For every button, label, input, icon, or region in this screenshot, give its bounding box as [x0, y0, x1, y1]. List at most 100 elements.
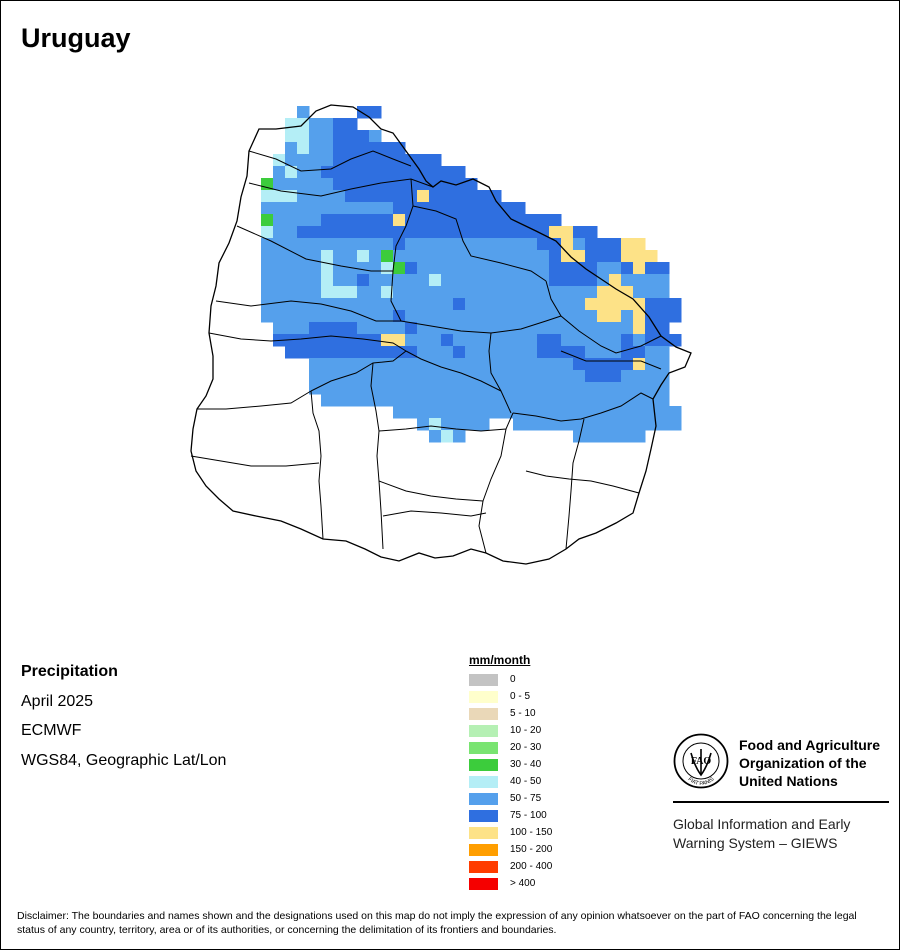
grid-cell — [489, 334, 502, 347]
grid-cell — [345, 298, 358, 311]
grid-cell — [333, 358, 346, 371]
grid-cell — [405, 370, 418, 383]
grid-cell — [573, 310, 586, 323]
grid-cell — [621, 238, 634, 251]
legend: mm/month 0 0 - 5 5 - 10 10 - 20 20 - 30 30 - … — [469, 653, 552, 892]
grid-cell — [345, 142, 358, 155]
legend-swatch — [469, 707, 498, 720]
grid-cell — [357, 298, 370, 311]
grid-cell — [321, 298, 334, 311]
grid-cell — [357, 214, 370, 227]
grid-cell — [609, 394, 622, 407]
svg-text:FIAT PANIS: FIAT PANIS — [687, 776, 716, 787]
grid-cell — [609, 274, 622, 287]
grid-cell — [573, 394, 586, 407]
grid-cell — [441, 370, 454, 383]
grid-cell — [393, 382, 406, 395]
grid-cell — [525, 334, 538, 347]
grid-cell — [585, 286, 598, 299]
grid-cell — [609, 250, 622, 263]
grid-cell — [333, 370, 346, 383]
grid-cell — [429, 430, 442, 443]
grid-cell — [633, 262, 646, 275]
grid-cell — [645, 274, 658, 287]
grid-cell — [477, 358, 490, 371]
legend-row: 20 - 30 — [469, 739, 552, 756]
grid-cell — [297, 334, 310, 347]
legend-swatch — [469, 758, 498, 771]
grid-cell — [333, 118, 346, 131]
grid-cell — [585, 226, 598, 239]
grid-cell — [465, 286, 478, 299]
grid-cell — [381, 154, 394, 167]
grid-cell — [381, 394, 394, 407]
grid-cell — [501, 346, 514, 359]
grid-cell — [489, 262, 502, 275]
grid-cell — [633, 334, 646, 347]
grid-cell — [441, 190, 454, 203]
grid-cell — [633, 250, 646, 263]
grid-cell — [585, 346, 598, 359]
grid-cell — [309, 346, 322, 359]
grid-cell — [561, 286, 574, 299]
legend-swatch — [469, 877, 498, 890]
grid-cell — [453, 346, 466, 359]
grid-cell — [477, 202, 490, 215]
grid-cell — [609, 358, 622, 371]
grid-cell — [501, 274, 514, 287]
grid-cell — [417, 382, 430, 395]
grid-cell — [453, 394, 466, 407]
grid-cell — [525, 418, 538, 431]
legend-swatch — [469, 792, 498, 805]
grid-cell — [441, 394, 454, 407]
grid-cell — [477, 226, 490, 239]
grid-cell — [573, 238, 586, 251]
grid-cell — [657, 394, 670, 407]
grid-cell — [345, 118, 358, 131]
legend-label: 50 - 75 — [510, 793, 542, 804]
grid-cell — [429, 238, 442, 251]
grid-cell — [513, 250, 526, 263]
grid-cell — [489, 298, 502, 311]
grid-cell — [357, 286, 370, 299]
grid-cell — [357, 142, 370, 155]
grid-cell — [273, 214, 286, 227]
grid-cell — [297, 262, 310, 275]
grid-cell — [417, 238, 430, 251]
grid-cell — [321, 190, 334, 203]
grid-cell — [441, 346, 454, 359]
grid-cell — [429, 370, 442, 383]
grid-cell — [513, 286, 526, 299]
grid-cell — [657, 418, 670, 431]
grid-cell — [333, 286, 346, 299]
grid-cell — [405, 262, 418, 275]
grid-cell — [285, 298, 298, 311]
grid-cell — [465, 262, 478, 275]
grid-cell — [501, 310, 514, 323]
grid-cell — [537, 418, 550, 431]
grid-cell — [573, 430, 586, 443]
grid-cell — [441, 358, 454, 371]
grid-cell — [369, 262, 382, 275]
grid-cell — [417, 178, 430, 191]
grid-cell — [321, 274, 334, 287]
grid-cell — [417, 274, 430, 287]
grid-cell — [441, 178, 454, 191]
grid-cell — [321, 346, 334, 359]
grid-cell — [561, 238, 574, 251]
grid-cell — [597, 382, 610, 395]
grid-cell — [441, 262, 454, 275]
grid-cell — [261, 250, 274, 263]
grid-cell — [381, 370, 394, 383]
grid-cell — [309, 202, 322, 215]
grid-cell — [597, 346, 610, 359]
grid-cell — [561, 310, 574, 323]
grid-cell — [405, 286, 418, 299]
grid-cell — [465, 418, 478, 431]
grid-cell — [261, 274, 274, 287]
grid-cell — [429, 346, 442, 359]
grid-cell — [633, 238, 646, 251]
grid-cell — [261, 178, 274, 191]
grid-cell — [453, 226, 466, 239]
grid-cell — [333, 238, 346, 251]
